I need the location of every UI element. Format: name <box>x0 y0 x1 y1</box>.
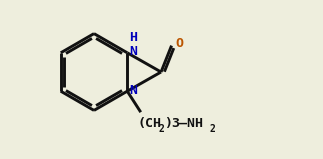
Text: N: N <box>129 84 137 97</box>
Text: N: N <box>129 45 137 58</box>
Text: O: O <box>175 37 183 50</box>
Text: 2: 2 <box>158 124 164 134</box>
Text: —NH: —NH <box>179 117 203 130</box>
Text: 2: 2 <box>209 124 215 134</box>
Text: (CH: (CH <box>138 117 162 130</box>
Text: )3: )3 <box>164 117 180 130</box>
Text: H: H <box>129 31 137 44</box>
